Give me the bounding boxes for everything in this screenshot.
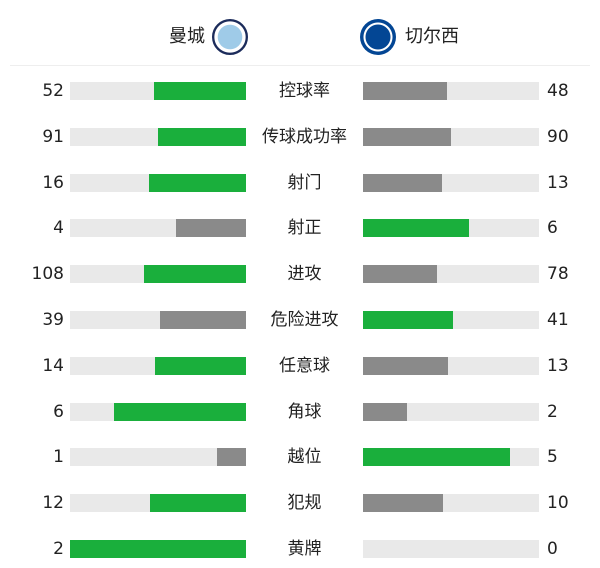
away-stat-bar-fill [363,127,451,146]
home-stat-bar [70,540,246,558]
home-stat-bar-fill [148,173,246,192]
stat-row: 108 进攻 78 [0,263,600,285]
stat-label: 控球率 [279,81,330,101]
home-stat-bar-fill [154,356,246,375]
stat-label: 进攻 [287,264,322,285]
home-stat-bar-fill [70,540,246,558]
away-stat-value: 13 [547,172,569,193]
stat-row: 14 任意球 13 [0,355,600,377]
home-stat-bar [70,219,246,238]
home-stat-value: 6 [53,401,64,422]
stat-label: 犯规 [287,493,322,514]
away-stat-bar [363,448,539,467]
home-stat-value: 39 [42,310,64,330]
away-stat-value: 13 [547,355,569,376]
away-stat-value: 90 [547,126,569,147]
home-team-name: 曼城 [169,26,205,47]
away-stat-bar-fill [363,265,437,284]
away-stat-value: 5 [547,447,558,468]
away-stat-bar [363,173,539,192]
stat-label: 传球成功率 [262,126,347,147]
away-stat-bar-fill [363,173,442,192]
home-stat-value: 14 [42,355,64,376]
header-divider [10,65,590,66]
away-stat-bar [363,540,539,558]
stat-row: 6 角球 2 [0,401,600,423]
home-stat-bar [70,82,246,100]
home-stat-bar [70,402,246,421]
home-stat-bar [70,311,246,329]
stat-label: 黄牌 [287,539,322,559]
home-stat-value: 91 [42,126,64,147]
away-stat-bar [363,265,539,284]
stat-row: 91 传球成功率 90 [0,126,600,148]
away-stat-bar [363,127,539,146]
home-stat-value: 4 [53,218,64,239]
stat-label: 危险进攻 [270,310,339,330]
away-stat-value: 78 [547,264,569,285]
home-stat-bar [70,494,246,513]
stat-label: 任意球 [279,355,330,376]
away-stat-bar [363,356,539,375]
away-stat-bar [363,219,539,238]
away-stat-bar-fill [363,219,469,238]
stat-row: 39 危险进攻 41 [0,309,600,331]
away-stat-bar-fill [363,402,407,421]
home-stat-bar-fill [150,494,246,513]
home-stat-value: 1 [53,447,64,468]
away-stat-value: 2 [547,401,558,422]
home-stat-bar [70,265,246,284]
chelsea-logo-icon [360,19,396,55]
away-stat-value: 10 [547,493,569,514]
away-stat-bar [363,494,539,513]
away-stat-bar [363,82,539,100]
home-stat-value: 52 [42,81,64,101]
home-stat-bar [70,448,246,467]
away-stat-bar [363,311,539,329]
stat-label: 射门 [287,172,322,193]
stat-row: 12 犯规 10 [0,492,600,514]
away-team-name: 切尔西 [405,26,459,47]
home-stat-bar-fill [160,311,246,329]
home-stat-value: 12 [42,493,64,514]
home-stat-bar-fill [154,82,246,100]
home-stat-bar-fill [157,127,246,146]
away-stat-bar-fill [363,448,510,467]
away-stat-value: 0 [547,539,558,559]
stat-row: 16 射门 13 [0,172,600,194]
stat-row: 2 黄牌 0 [0,538,600,560]
stat-label: 越位 [287,447,322,468]
home-stat-value: 16 [42,172,64,193]
stat-row: 4 射正 6 [0,217,600,239]
stat-row: 1 越位 5 [0,446,600,468]
away-stat-value: 41 [547,310,569,330]
home-stat-bar-fill [216,448,246,467]
home-stat-bar-fill [175,219,246,238]
away-stat-bar-fill [363,494,443,513]
home-stat-bar [70,127,246,146]
away-stat-bar [363,402,539,421]
away-stat-value: 48 [547,81,569,101]
home-stat-bar [70,356,246,375]
home-stat-bar [70,173,246,192]
stat-label: 射正 [287,218,322,239]
away-stat-bar-fill [363,311,454,329]
home-stat-value: 2 [53,539,64,559]
stat-label: 角球 [287,401,322,422]
away-stat-bar-fill [363,82,448,100]
home-stat-bar-fill [114,402,246,421]
away-stat-value: 6 [547,218,558,239]
home-stat-value: 108 [31,264,64,285]
home-stat-bar-fill [143,265,246,284]
stat-row: 52 控球率 48 [0,80,600,102]
manchester-city-logo-icon [212,19,248,55]
away-stat-bar-fill [363,356,448,375]
